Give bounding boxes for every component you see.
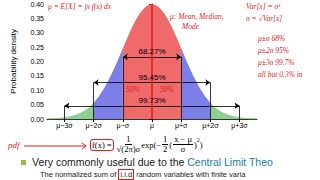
svg-text:0.00: 0.00: [30, 116, 44, 123]
svg-text:μ−3σ: μ−3σ: [56, 122, 73, 130]
html-text:√(2π)σexp(− 1: √(2π)σexp(− 1: [116, 134, 168, 154]
html-text:2(x − μ: 2(x − μ: [163, 134, 192, 154]
svg-text:μ+2σ: μ+2σ: [202, 122, 219, 130]
html-text:μ: Mean, Median,: μ: Mean, Median,: [170, 12, 224, 21]
svg-text:μ: μ: [150, 122, 154, 130]
html-text:)2): )2): [194, 136, 203, 150]
html-text:The normalized sum of i.i.d ra: The normalized sum of i.i.d random varia…: [40, 170, 246, 179]
html-text:μ = E[X] = ∫x f(x) dx: μ = E[X] = ∫x f(x) dx: [48, 2, 111, 11]
svg-text:0.05: 0.05: [30, 101, 44, 108]
svg-text:Probability density: Probability density: [9, 29, 18, 94]
svg-text:μ+3σ: μ+3σ: [231, 122, 248, 130]
html-text:μ±2σ 95%: μ±2σ 95%: [258, 46, 289, 55]
html-text:Very commonly useful due to th: Very commonly useful due to the Central …: [32, 156, 273, 168]
svg-text:μ+σ: μ+σ: [175, 122, 188, 130]
svg-text:0.30: 0.30: [30, 29, 44, 36]
svg-text:0.25: 0.25: [30, 44, 44, 51]
html-text:50%: 50%: [126, 85, 140, 94]
html-text:50%: 50%: [160, 85, 174, 94]
html-text:all but 0.3% in: all but 0.3% in: [258, 70, 303, 79]
svg-text:μ−σ: μ−σ: [117, 122, 130, 130]
svg-text:95.45%: 95.45%: [138, 73, 165, 82]
svg-text:0.10: 0.10: [30, 87, 44, 94]
svg-text:68.27%: 68.27%: [138, 47, 165, 56]
html-text:σ: σ: [180, 144, 186, 154]
svg-text:0.35: 0.35: [30, 15, 44, 22]
svg-text:μ−2σ: μ−2σ: [85, 122, 102, 130]
svg-text:0.40: 0.40: [30, 1, 44, 8]
html-text:Var[x] = σ²: Var[x] = σ²: [246, 2, 281, 11]
html-text:σ = √Var[x]: σ = √Var[x]: [246, 14, 283, 23]
html-text:Mode: Mode: [182, 22, 200, 31]
html-text:μ±σ 68%: μ±σ 68%: [258, 34, 286, 43]
html-text:μ±3σ 99.7%: μ±3σ 99.7%: [258, 58, 295, 67]
svg-text:0.20: 0.20: [30, 58, 44, 65]
html-text:1: 1: [126, 134, 131, 144]
svg-text:99.73%: 99.73%: [138, 96, 165, 105]
html-text:f(x) =: f(x) =: [92, 139, 112, 150]
svg-text:0.15: 0.15: [30, 72, 44, 79]
html-text:pdf: pdf: [8, 140, 20, 150]
